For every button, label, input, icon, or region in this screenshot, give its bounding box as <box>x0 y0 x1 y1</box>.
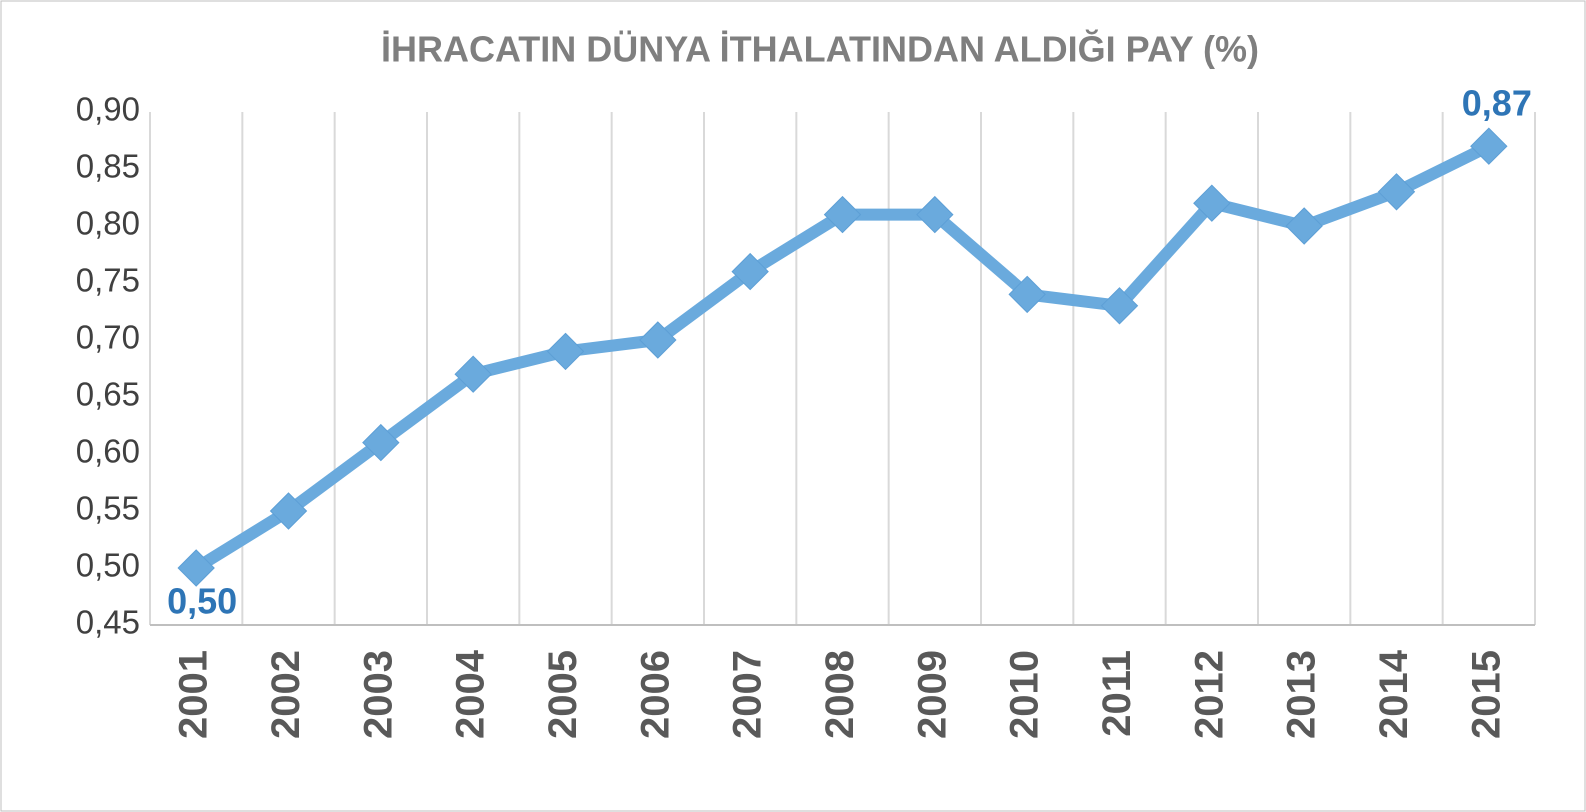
x-tick-label: 2005 <box>541 650 585 739</box>
data-point <box>823 195 862 234</box>
data-point <box>177 549 215 587</box>
data-point <box>1100 287 1139 325</box>
data-point <box>731 252 769 291</box>
x-tick-label: 2009 <box>910 650 954 739</box>
y-tick-label: 0,65 <box>76 376 140 413</box>
chart-title: İHRACATIN DÜNYA İTHALATINDAN ALDIĞI PAY … <box>381 29 1259 70</box>
data-point <box>1377 173 1416 211</box>
data-point <box>546 332 585 371</box>
x-tick-label: 2013 <box>1280 650 1324 739</box>
x-tick-label: 2012 <box>1187 650 1231 739</box>
data-point <box>639 321 677 359</box>
y-tick-label: 0,80 <box>76 205 140 242</box>
x-tick-label: 2011 <box>1095 650 1139 737</box>
y-tick-label: 0,55 <box>76 490 140 527</box>
data-point <box>362 423 400 462</box>
data-point <box>1193 184 1231 222</box>
y-tick-label: 0,90 <box>76 91 140 128</box>
data-point <box>1285 207 1323 245</box>
y-tick-label: 0,50 <box>76 547 140 584</box>
data-point <box>916 195 954 234</box>
y-tick-label: 0,45 <box>76 604 140 641</box>
data-label: 0,50 <box>167 581 237 622</box>
y-tick-label: 0,60 <box>76 433 140 470</box>
x-tick-label: 2004 <box>449 649 493 739</box>
x-tick-label: 2003 <box>356 650 400 739</box>
data-point <box>1008 275 1046 314</box>
x-tick-label: 2008 <box>818 650 862 739</box>
x-tick-label: 2001 <box>172 650 216 739</box>
data-label: 0,87 <box>1462 83 1532 124</box>
data-point <box>269 492 308 530</box>
x-tick-label: 2010 <box>1003 650 1047 739</box>
x-tick-label: 2007 <box>726 650 770 739</box>
y-tick-label: 0,85 <box>76 148 140 185</box>
x-tick-label: 2014 <box>1372 649 1416 739</box>
x-tick-label: 2015 <box>1464 650 1508 739</box>
y-tick-label: 0,75 <box>76 262 140 299</box>
x-tick-label: 2006 <box>633 650 677 739</box>
data-point <box>1470 127 1508 165</box>
x-tick-label: 2002 <box>264 650 308 739</box>
data-point <box>454 355 492 393</box>
y-tick-label: 0,70 <box>76 319 140 356</box>
